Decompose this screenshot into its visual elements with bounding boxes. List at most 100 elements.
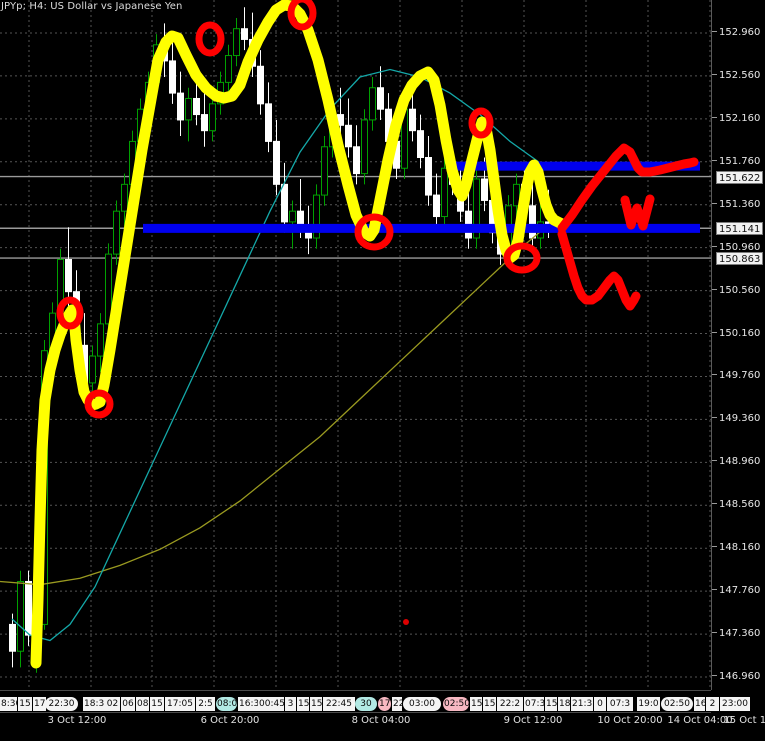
date-axis-label: 15 Oct 12:00: [723, 715, 765, 726]
time-tick-chip[interactable]: 17: [378, 697, 391, 711]
time-tick-chip[interactable]: 3: [285, 697, 296, 711]
price-tick-label: 149.760: [712, 370, 760, 382]
time-tick-chip[interactable]: 18:3: [83, 697, 105, 711]
time-tick-chip[interactable]: 18: [558, 697, 570, 711]
time-tick-chip[interactable]: 17:05: [165, 697, 195, 711]
time-tick-chip[interactable]: 15: [150, 697, 164, 711]
time-tick-chip[interactable]: 02: [105, 697, 120, 711]
candle-body: [17, 580, 24, 652]
candle-body: [289, 210, 296, 223]
candle-body: [361, 119, 368, 175]
candle-body: [409, 108, 416, 132]
candle-body: [281, 183, 288, 223]
price-tick-text: 152.960: [719, 27, 761, 38]
price-tick-label: 150.960: [712, 242, 760, 254]
time-axis[interactable]: 8:30151722:3018:30206081517:052:508:016:…: [0, 690, 765, 741]
time-tick-chip[interactable]: 00:45: [258, 697, 284, 711]
candle-body: [177, 92, 184, 121]
candle-body: [97, 323, 104, 357]
candle-body: [433, 194, 440, 218]
time-tick-chip[interactable]: 03:00: [403, 697, 441, 711]
price-tick-text: 146.960: [719, 671, 761, 682]
price-tick-label: 151.360: [712, 199, 760, 211]
price-tick-text: 149.360: [719, 413, 761, 425]
time-tick-chip[interactable]: 22: [392, 697, 402, 711]
time-tick-chip[interactable]: 07:3: [524, 697, 544, 711]
time-tick-chip[interactable]: 22:30: [45, 697, 78, 711]
chart-plot-area[interactable]: [0, 0, 711, 690]
time-tick-chip[interactable]: 02:50: [443, 697, 469, 711]
time-tick-chip[interactable]: 2:5: [196, 697, 215, 711]
price-level-label[interactable]: 151.141: [716, 222, 764, 236]
time-tick-chip[interactable]: 0: [594, 697, 606, 711]
price-tick-text: 148.960: [719, 456, 761, 468]
price-tick-text: 150.960: [719, 241, 761, 253]
time-tick-chip[interactable]: 15: [470, 697, 482, 711]
time-tick-chip[interactable]: 2: [706, 697, 719, 711]
candle-body: [321, 146, 328, 196]
time-tick-chip[interactable]: 19:0: [637, 697, 660, 711]
price-tick-dash: [712, 331, 717, 333]
moving-average-series: [0, 68, 553, 642]
bottom-strip: [0, 735, 765, 741]
time-tick-chip[interactable]: 21:3: [571, 697, 593, 711]
candle-body: [225, 55, 232, 83]
time-tick-chip[interactable]: 15: [545, 697, 557, 711]
time-tick-chip[interactable]: 15: [297, 697, 309, 711]
moving-average-slow-line: [0, 221, 553, 586]
price-level-label[interactable]: 151.622: [716, 170, 764, 184]
date-label-row: 3 Oct 12:00 6 Oct 20:00 8 Oct 04:00 9 Oct 1…: [0, 714, 765, 730]
candle-body: [417, 130, 424, 159]
time-tick-chip[interactable]: 17: [33, 697, 46, 711]
time-tick-chip[interactable]: 08:0: [216, 697, 237, 711]
price-tick-text: 147.760: [719, 585, 761, 597]
time-tick-chip[interactable]: 16: [694, 697, 705, 711]
circle-marker: [84, 389, 114, 419]
price-axis[interactable]: 152.960 152.560 152.160 151.760 151.360 150.9…: [711, 0, 765, 690]
date-axis-label: 8 Oct 04:00: [351, 715, 411, 726]
price-tick-label: 150.560: [712, 285, 760, 297]
price-level-label[interactable]: 150.863: [716, 252, 764, 266]
time-tick-chip[interactable]: 15: [310, 697, 322, 711]
price-tick-text: 148.160: [719, 542, 761, 554]
red-forecast-down-line: [557, 229, 641, 311]
candle-body: [113, 210, 120, 255]
candle-body: [265, 103, 272, 142]
candle-body: [201, 114, 208, 132]
candle-body: [121, 183, 128, 212]
time-tick-chip[interactable]: 8:30: [0, 697, 17, 711]
price-tick-text: 152.160: [719, 112, 761, 124]
price-tick-label: 148.960: [712, 456, 760, 468]
time-tick-chip[interactable]: 06: [121, 697, 135, 711]
candle-body: [473, 178, 480, 239]
time-tick-chip[interactable]: 07:3: [607, 697, 633, 711]
price-tick-text: 152.560: [719, 69, 761, 81]
time-tick-chip[interactable]: 16:3: [238, 697, 259, 711]
price-tick-label: 149.360: [712, 413, 760, 425]
time-tick-chip[interactable]: 22:45: [323, 697, 355, 711]
price-tick-dash: [712, 503, 717, 505]
time-tick-chip[interactable]: 15: [18, 697, 32, 711]
date-axis-label: 14 Oct 04:00: [667, 715, 733, 726]
red-forecast-up-line: [557, 143, 699, 233]
price-tick-text: 151.360: [719, 198, 761, 210]
time-tick-chip[interactable]: 23:00: [720, 697, 750, 711]
time-tick-chip[interactable]: 30: [355, 697, 377, 711]
price-tick-text: 150.160: [719, 327, 761, 339]
yellow-trend-line: [30, 0, 568, 669]
axis-separator: [0, 712, 711, 713]
price-tick-label: 152.160: [712, 113, 760, 125]
time-tick-chip[interactable]: 08: [136, 697, 149, 711]
time-tick-row[interactable]: 8:30151722:3018:30206081517:052:508:016:…: [0, 690, 750, 712]
candle-body: [481, 178, 488, 201]
time-tick-chip[interactable]: 15: [483, 697, 496, 711]
circle-marker: [56, 296, 84, 330]
candle-body: [65, 258, 72, 293]
price-tick-text: 151.760: [719, 155, 761, 167]
time-tick-chip[interactable]: 02:50: [661, 697, 693, 711]
time-tick-chip[interactable]: 22:2: [497, 697, 523, 711]
circle-marker: [503, 242, 541, 274]
date-axis-label: 6 Oct 20:00: [200, 715, 260, 726]
circle-marker: [354, 213, 394, 251]
